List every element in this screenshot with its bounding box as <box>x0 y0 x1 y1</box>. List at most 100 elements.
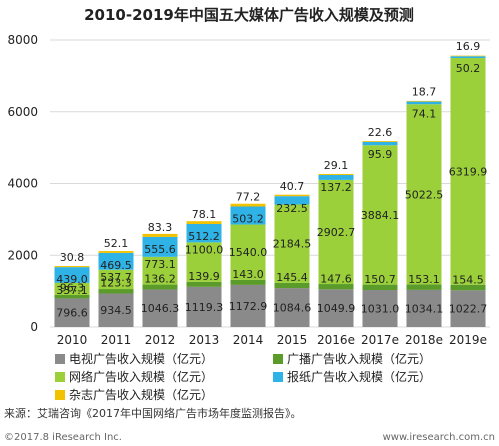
bar-segment <box>54 266 90 268</box>
data-label: 232.5 <box>276 202 308 215</box>
data-label: 96.3 <box>60 281 85 294</box>
data-label: 555.6 <box>144 243 176 256</box>
x-tick-label: 2011 <box>101 333 132 347</box>
bar-segment <box>406 289 442 327</box>
bar-segment <box>186 242 222 282</box>
data-label: 40.7 <box>280 180 305 193</box>
data-label: 337.1 <box>56 284 88 297</box>
data-label: 1049.9 <box>317 302 356 315</box>
x-tick-label: 2012 <box>145 333 176 347</box>
data-label: 52.1 <box>104 237 129 250</box>
bar-segment <box>230 203 266 207</box>
data-label: 29.1 <box>324 159 349 172</box>
copyright: ©2017.8 iResearch Inc. <box>4 432 122 443</box>
data-label: 143.0 <box>232 268 264 281</box>
data-label: 773.1 <box>144 258 176 271</box>
data-label: 147.6 <box>320 272 352 285</box>
data-label: 150.7 <box>364 273 396 286</box>
source-note: 来源：艾瑞咨询《2017年中国网络广告市场年度监测报告》。 <box>4 406 302 420</box>
y-tick-label: 0 <box>30 320 38 334</box>
bar-segment <box>98 293 134 327</box>
data-label: 16.9 <box>456 40 481 53</box>
data-label: 2184.5 <box>273 238 312 251</box>
data-label: 154.5 <box>452 273 484 286</box>
x-tick-label: 2013 <box>189 333 220 347</box>
legend-label: 电视广告收入规模（亿元） <box>69 351 213 366</box>
legend-swatch <box>55 354 65 364</box>
data-label: 50.2 <box>456 62 481 75</box>
data-label: 512.2 <box>188 230 220 243</box>
data-label: 145.4 <box>276 271 308 284</box>
data-label: 136.2 <box>144 272 176 285</box>
bar-segment <box>362 145 398 285</box>
bar-segment <box>318 284 354 290</box>
bar-segment <box>98 252 134 270</box>
bar-segment <box>54 294 90 299</box>
legend-label: 杂志广告收入规模（亿元） <box>69 387 213 402</box>
x-tick-label: 2010 <box>57 333 88 347</box>
data-label: 95.9 <box>368 148 393 161</box>
data-label: 469.5 <box>100 259 132 272</box>
bar-segment <box>274 196 310 205</box>
bar-segment <box>318 174 354 180</box>
data-label: 22.6 <box>368 126 393 139</box>
bar-segment <box>142 289 178 327</box>
x-tick-label: 2017e <box>361 333 399 347</box>
bar-segment <box>142 233 178 237</box>
data-label: 6319.9 <box>449 165 488 178</box>
bar-segment <box>406 284 442 290</box>
data-label: 153.1 <box>408 273 440 286</box>
bar-segment <box>450 56 486 59</box>
data-label: 1119.3 <box>185 301 224 314</box>
bar-segment <box>362 141 398 142</box>
bar-segment <box>362 141 398 146</box>
bar-segment <box>318 289 354 327</box>
data-label: 1022.7 <box>449 303 488 316</box>
data-label: 18.7 <box>412 86 437 99</box>
x-tick-label: 2019e <box>449 333 487 347</box>
bar-segment <box>230 284 266 327</box>
x-tick-label: 2016e <box>317 333 355 347</box>
bar-segment <box>98 251 134 253</box>
bar-segment <box>230 279 266 285</box>
data-label: 123.3 <box>100 276 132 289</box>
legend-swatch <box>55 372 65 382</box>
data-label: 77.2 <box>236 190 261 203</box>
x-tick-label: 2015 <box>277 333 308 347</box>
bar-segment <box>318 173 354 175</box>
bars <box>54 55 486 327</box>
data-label: 2902.7 <box>317 226 356 239</box>
data-label: 934.5 <box>100 304 132 317</box>
data-label: 1034.1 <box>405 302 444 315</box>
data-label: 796.6 <box>56 307 88 320</box>
bar-segment <box>450 55 486 57</box>
chart-title: 2010-2019年中国五大媒体广告收入规模及预测 <box>84 6 414 24</box>
bar-segment <box>186 223 222 243</box>
legend: 电视广告收入规模（亿元） 广播广告收入规模（亿元） 网络广告收入规模（亿元） 报纸广告… <box>55 351 431 402</box>
data-label: 439.0 <box>56 273 88 286</box>
website: www.iresearch.com.cn <box>383 432 495 443</box>
bar-segment <box>54 298 90 327</box>
bar-segment <box>142 284 178 290</box>
legend-swatch <box>55 390 65 400</box>
data-label: 30.8 <box>60 251 85 264</box>
bar-segment <box>362 284 398 291</box>
y-tick-label: 6000 <box>7 105 38 119</box>
data-label: 537.7 <box>100 271 132 284</box>
data-label: 1031.0 <box>361 303 400 316</box>
legend-swatch <box>273 354 283 364</box>
bar-segment <box>98 289 134 294</box>
legend-label: 广播广告收入规模（亿元） <box>287 351 431 366</box>
bar-segment <box>274 282 310 289</box>
bar-segment <box>406 101 442 105</box>
bar-segment <box>186 221 222 224</box>
data-label: 3884.1 <box>361 209 400 222</box>
y-axis-ticks: 0 2000 4000 6000 8000 <box>7 33 38 334</box>
data-label: 74.1 <box>412 108 437 121</box>
bar-segment <box>274 204 310 283</box>
bar-segment <box>142 236 178 257</box>
data-label: 78.1 <box>192 208 217 221</box>
bar-segment <box>274 288 310 327</box>
